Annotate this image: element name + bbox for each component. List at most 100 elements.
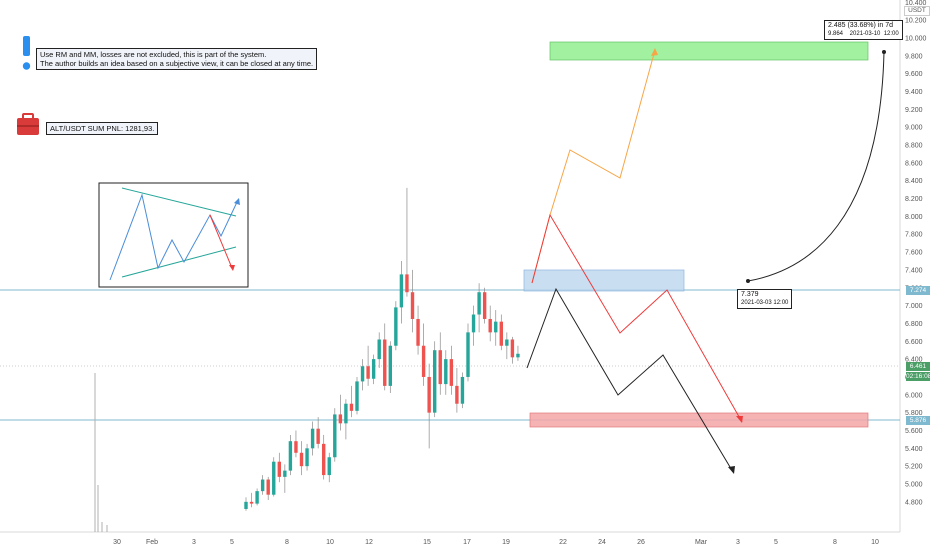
time-tick-label: 10 [871, 539, 879, 546]
time-tick-label: 22 [559, 539, 567, 546]
price-tick-label: 7.000 [905, 303, 923, 310]
price-tick-label: 8.000 [905, 214, 923, 221]
price-tick-label: 9.200 [905, 107, 923, 114]
bear-scenario-path[interactable] [531, 213, 743, 423]
time-tick-label: 5 [774, 539, 778, 546]
candle-body [383, 339, 387, 386]
candle-body [244, 501, 248, 509]
measure-callout-line1: 2.485 (33.68%) in 7d [828, 22, 893, 29]
info-note[interactable]: Use RM and MM, losses are not excluded, … [36, 48, 318, 70]
price-tick-label: 9.800 [905, 53, 923, 60]
candle-body [249, 501, 254, 504]
candle-body [294, 441, 298, 453]
candle-body [510, 339, 515, 358]
level-tag-low: 5.876 [906, 416, 930, 425]
stop-zone[interactable] [529, 412, 869, 428]
time-tick-label: 24 [598, 539, 606, 546]
candle-body [488, 318, 492, 333]
time-tick-label: 12 [365, 539, 373, 546]
candle-body [344, 403, 348, 424]
bull-arrow-head [651, 48, 658, 56]
target-zone[interactable] [549, 41, 869, 61]
time-tick-label: 15 [423, 539, 431, 546]
briefcase-icon [17, 113, 39, 135]
time-tick-label: 3 [736, 539, 740, 546]
candle-body [499, 321, 503, 346]
candle-body [299, 452, 304, 467]
price-tick-label: 10.000 [905, 36, 927, 43]
price-tick-label: 5.000 [905, 482, 923, 489]
price-axis[interactable] [900, 0, 932, 550]
candle-body [305, 448, 309, 467]
candle-body [388, 345, 392, 386]
candle-body [460, 376, 465, 404]
price-tick-label: 10.400 [905, 0, 927, 7]
candle-body [477, 292, 481, 315]
bull-scenario-path[interactable] [531, 49, 656, 284]
start-callout[interactable]: 7.379 2021-03-03 12:00 [737, 289, 793, 309]
exclamation-icon [22, 36, 31, 70]
price-tick-label: 4.800 [905, 499, 923, 506]
candle-body [255, 491, 259, 504]
candle-body [316, 428, 320, 444]
candle-body [394, 307, 398, 346]
candle-body [399, 274, 404, 308]
neutral-arrow-head [728, 466, 735, 474]
candle-body [322, 443, 326, 476]
measure-callout-line2: 9.864 2021-03-10 12:00 [828, 31, 899, 37]
measure-end-point[interactable] [882, 50, 886, 54]
candle-body [360, 366, 365, 382]
time-tick-label: 26 [637, 539, 645, 546]
bear-arrow-head [736, 416, 743, 423]
price-tick-label: 8.200 [905, 196, 923, 203]
info-note-line2: The author builds an idea based on a sub… [40, 59, 314, 68]
time-tick-label: 17 [463, 539, 471, 546]
time-tick-label: 5 [230, 539, 234, 546]
info-note-line1: Use RM and MM, losses are not excluded, … [40, 50, 267, 59]
time-tick-label: 8 [833, 539, 837, 546]
candle-body [482, 292, 487, 319]
time-tick-label: 19 [502, 539, 510, 546]
candle-body [449, 359, 454, 386]
candlestick-series [244, 187, 520, 511]
candle-body [427, 376, 431, 413]
candle-body [371, 359, 376, 379]
price-tick-label: 5.800 [905, 410, 923, 417]
candle-body [355, 381, 359, 411]
candle-body [327, 457, 331, 476]
measure-start-point[interactable] [746, 279, 750, 283]
candle-body [433, 350, 437, 413]
neutral-scenario-path[interactable] [526, 287, 734, 473]
entry-zone[interactable] [523, 269, 685, 292]
candle-body [466, 332, 470, 377]
time-tick-label: Mar [695, 539, 708, 546]
pattern-thumbnail[interactable] [98, 182, 249, 288]
candle-body [260, 479, 265, 492]
price-tick-label: 7.800 [905, 232, 923, 239]
candle-body [266, 479, 270, 495]
candle-body [416, 318, 420, 346]
candle-body [516, 353, 520, 358]
candle-body [494, 321, 498, 333]
price-tick-label: 6.600 [905, 339, 923, 346]
candle-body [444, 359, 448, 385]
price-tick-label: 9.400 [905, 89, 923, 96]
candle-body [277, 461, 281, 477]
candle-body [349, 403, 354, 411]
candle-body [438, 350, 442, 385]
time-tick-label: 30 [113, 539, 121, 546]
early-wicks [94, 373, 108, 532]
countdown-tag: 02:16:08 [906, 372, 932, 381]
measure-callout[interactable]: 2.485 (33.68%) in 7d 9.864 2021-03-10 12… [824, 20, 903, 40]
candle-body [377, 339, 381, 360]
start-callout-line2: 2021-03-03 12:00 [741, 300, 789, 306]
time-tick-label: 10 [326, 539, 334, 546]
price-tick-label: 6.000 [905, 392, 923, 399]
pnl-note[interactable]: ALT/USDT SUM PNL: 1281,93. [46, 122, 159, 135]
price-tick-label: 5.400 [905, 446, 923, 453]
price-tick-label: 9.000 [905, 125, 923, 132]
price-tick-label: 5.200 [905, 464, 923, 471]
measure-curve[interactable] [747, 51, 885, 282]
price-tick-label: 10.200 [905, 18, 927, 25]
